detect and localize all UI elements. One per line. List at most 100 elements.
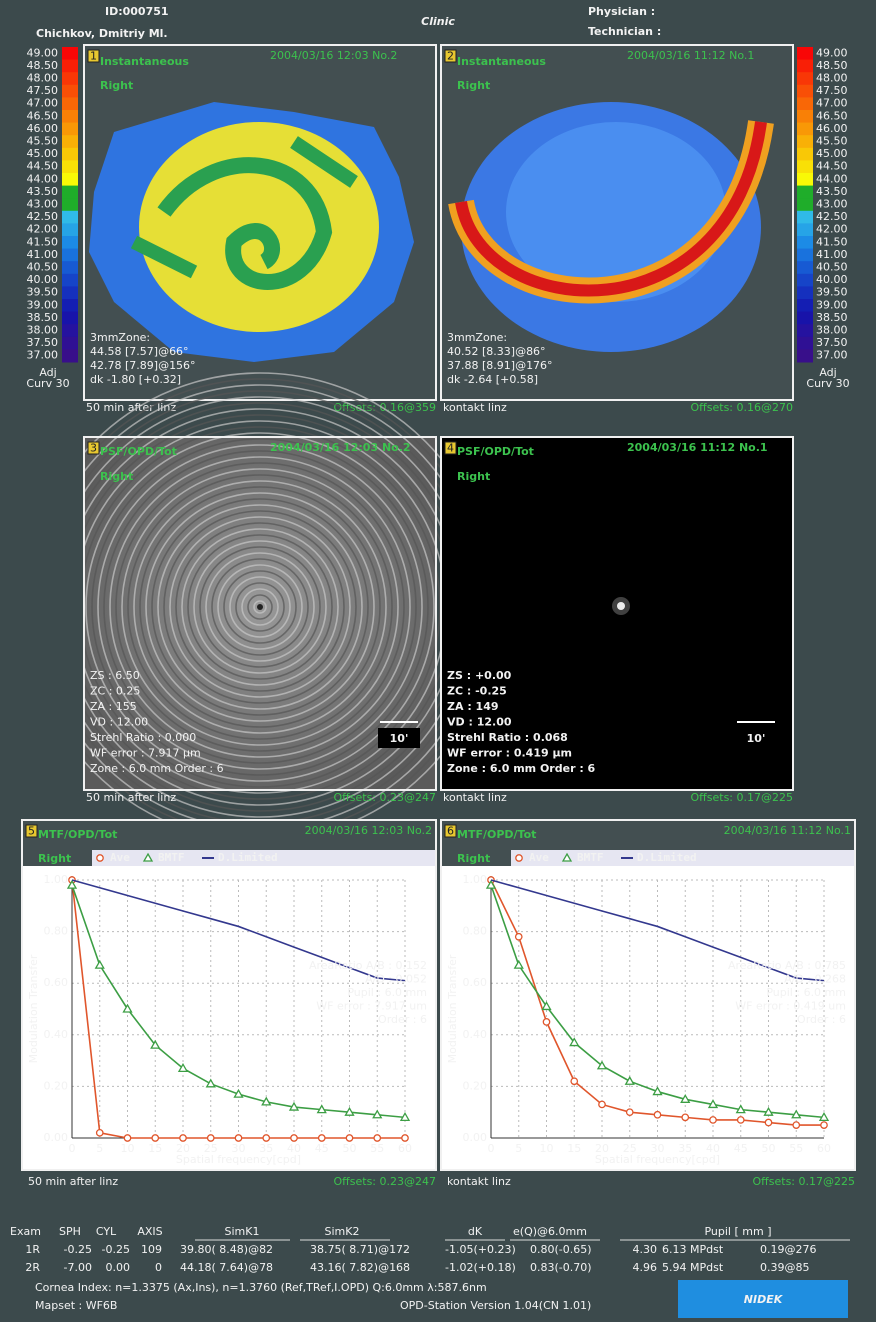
y-tick-label: 0.00 (44, 1131, 69, 1144)
data-point (598, 1100, 606, 1109)
mtf-stat: A/D : 0.052 (365, 973, 427, 986)
scale-label: 39.50 (816, 286, 848, 299)
psf-ring (223, 570, 297, 644)
psf-line: ZA : 149 (447, 700, 499, 713)
scale-swatch (62, 198, 78, 212)
mtf-stat: Order : 6 (797, 1013, 846, 1026)
map-note: kontakt linz (443, 401, 507, 414)
scale-mode: Adj (819, 366, 836, 379)
data-point (151, 1134, 160, 1142)
scale-swatch (797, 248, 813, 262)
table-cell: 109 (141, 1243, 162, 1256)
table-cell: 0.00 (106, 1261, 131, 1274)
x-tick-label: 5 (96, 1142, 103, 1155)
data-point (515, 854, 523, 862)
data-point (95, 1128, 104, 1137)
scale-label: 43.00 (27, 198, 59, 211)
panel-number-box (87, 441, 100, 455)
data-point (401, 1134, 409, 1142)
logo: NIDEK (744, 1293, 784, 1306)
mtf-note: 50 min after linz (28, 1175, 118, 1188)
data-point (570, 1077, 579, 1086)
psf-frame (83, 436, 437, 791)
table-cell: 0 (155, 1261, 162, 1274)
scale-label: 40.50 (816, 261, 848, 274)
psf-line: VD : 12.00 (447, 716, 512, 729)
map-offsets: Offsets: 0.16@359 (334, 401, 436, 414)
scale-box (378, 728, 420, 748)
scale-label: 40.50 (27, 261, 59, 274)
data-point (791, 1109, 802, 1119)
y-tick-label: 1.00 (463, 873, 488, 886)
scale-swatch (797, 349, 813, 363)
data-point (316, 1104, 327, 1114)
psf-ring (109, 456, 411, 758)
data-point (569, 1037, 580, 1047)
y-tick-label: 0.00 (463, 1131, 488, 1144)
scale-swatch (797, 110, 813, 124)
version: OPD-Station Version 1.04(CN 1.01) (400, 1299, 591, 1312)
x-tick-label: 0 (488, 1142, 495, 1155)
psf-ring (163, 510, 357, 704)
series-line (71, 879, 406, 982)
scale-label: 38.00 (27, 324, 59, 337)
x-tick-label: 50 (343, 1142, 357, 1155)
scale-swatch (62, 336, 78, 350)
x-tick-label: 25 (204, 1142, 218, 1155)
scale-swatch (797, 59, 813, 73)
zone-line: 42.78 [7.89]@156° (90, 359, 196, 372)
map-eye: Right (457, 79, 490, 92)
y-tick-label: 0.40 (463, 1028, 488, 1041)
mtf-stat: Pupil : 6.0 mm (766, 986, 846, 999)
scale-swatch (797, 223, 813, 237)
scale-box (735, 728, 777, 748)
scale-label: 48.00 (816, 72, 848, 85)
patient-name: Chichkov, Dmitriy Ml. (36, 27, 168, 40)
scale-label: 45.50 (27, 135, 59, 148)
y-tick-label: 0.80 (463, 925, 488, 938)
scale-label: 10' (747, 732, 766, 745)
data-point (709, 1116, 717, 1124)
data-point (652, 1086, 663, 1096)
x-axis-label: Spatial frequency[cpd] (595, 1153, 720, 1166)
table-header: AXIS (137, 1225, 162, 1238)
zone-line: dk -1.80 [+0.32] (90, 373, 181, 386)
table-header: SPH (59, 1225, 81, 1238)
data-point (261, 1096, 272, 1106)
table-cell: 5.94 MPdst (662, 1261, 724, 1274)
scale-label: 40.00 (27, 273, 59, 286)
scale-label: 46.50 (816, 109, 848, 122)
scale-swatch (797, 135, 813, 149)
panel-number-box (87, 49, 100, 63)
data-point (561, 852, 573, 862)
scale-swatch (62, 110, 78, 124)
data-point (625, 1108, 634, 1117)
y-tick-label: 0.60 (463, 976, 488, 989)
table-header: Pupil [ mm ] (704, 1225, 771, 1238)
data-point (66, 879, 78, 889)
panel-number-box (444, 49, 457, 63)
table-cell: 39.80( 8.48)@82 (180, 1243, 273, 1256)
scale-label: 39.00 (27, 298, 59, 311)
data-point (681, 1113, 690, 1122)
scale-label: 42.50 (816, 210, 848, 223)
x-tick-label: 50 (762, 1142, 776, 1155)
psf-ring (121, 468, 399, 746)
scale-swatch (797, 47, 813, 61)
psf-ring (115, 462, 405, 752)
clinic: Clinic (421, 15, 455, 28)
scale-swatch (797, 286, 813, 300)
map-image (130, 136, 358, 279)
legend-label: BMTF (158, 851, 185, 864)
scale-label: 43.50 (816, 185, 848, 198)
scale-mode: Adj (39, 366, 56, 379)
legend-label: D.Limited (637, 851, 697, 864)
table-header: CYL (96, 1225, 117, 1238)
table-cell: -0.25 (64, 1243, 92, 1256)
psf-spot-halo (612, 597, 630, 615)
psf-ring (175, 522, 345, 692)
psf-offsets: Offsets: 0.23@247 (334, 791, 436, 804)
mtf-stat: A/D : 0.268 (784, 973, 846, 986)
x-tick-label: 30 (651, 1142, 665, 1155)
x-axis-label: Spatial frequency[cpd] (176, 1153, 301, 1166)
